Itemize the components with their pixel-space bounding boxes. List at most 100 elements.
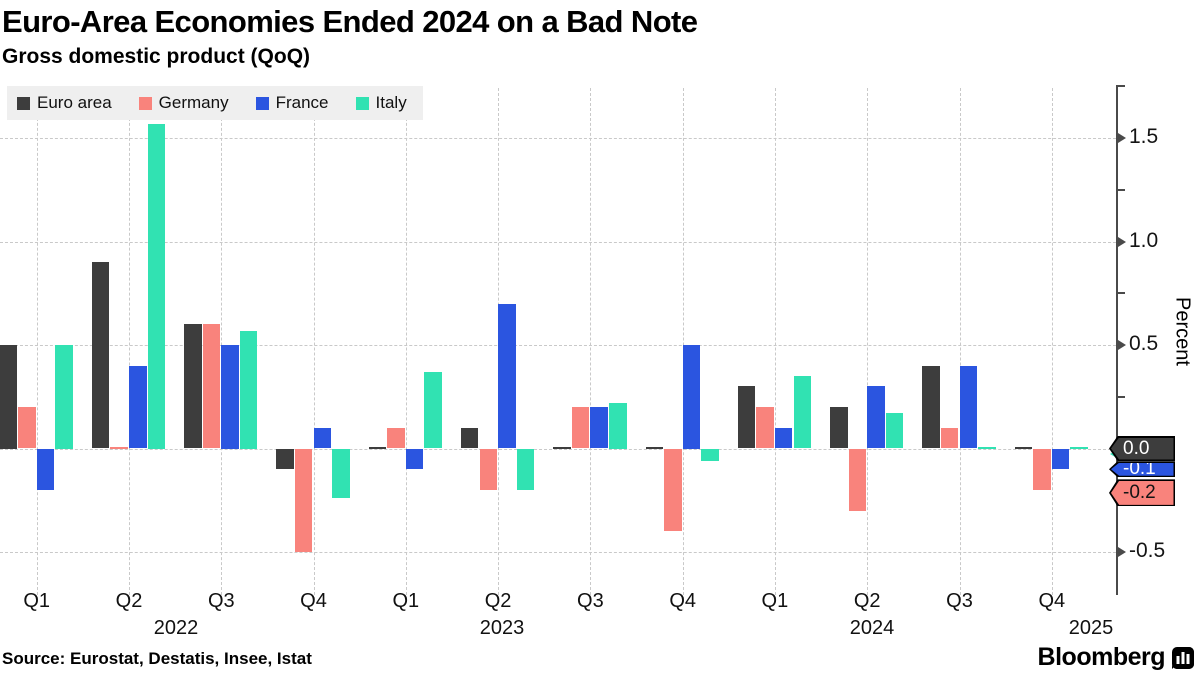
bar-france-q1-2023 [405, 448, 424, 470]
vertical-gridline [405, 88, 407, 600]
y-axis-title: Percent [1171, 297, 1194, 366]
legend-swatch-icon [255, 96, 269, 110]
source-note: Source: Eurostat, Destatis, Insee, Istat [2, 649, 312, 668]
bar-euro-area-q1-2024 [737, 386, 756, 449]
vertical-gridline [682, 88, 684, 600]
value-callout-0_0: 0.0 [1109, 436, 1175, 461]
value-callout-text: 0.0 [1111, 437, 1174, 460]
vertical-gridline [774, 88, 776, 600]
y-axis-minor-tick [1118, 395, 1125, 398]
bar-euro-area-q1-2023 [368, 446, 387, 449]
bar-euro-area-q1-2022 [0, 345, 18, 449]
bar-euro-area-q4-2024 [1014, 446, 1033, 449]
legend-label: Italy [375, 93, 407, 112]
bar-germany-q3-2022 [202, 324, 221, 449]
vertical-gridline [959, 88, 961, 600]
y-axis-minor-tick [1118, 188, 1125, 191]
y-axis-spine [1116, 85, 1118, 595]
bar-germany-q2-2023 [479, 448, 498, 490]
y-axis-major-tick [1118, 547, 1126, 557]
bar-germany-q4-2023 [664, 448, 682, 532]
bar-france-q1-2022 [36, 448, 55, 490]
bar-germany-q1-2023 [387, 427, 405, 449]
bar-italy-q2-2023 [516, 448, 535, 490]
bloomberg-logo: Bloomberg [1038, 643, 1194, 672]
bar-france-q4-2022 [313, 427, 332, 449]
bar-italy-q3-2022 [239, 330, 258, 449]
bar-italy-q1-2022 [55, 345, 73, 449]
value-callout-text: -0.2 [1111, 480, 1174, 505]
vertical-gridline [1051, 88, 1053, 600]
vertical-gridline [590, 88, 592, 600]
legend-item-germany: Germany [138, 93, 229, 113]
x-axis-year-2022: 2022 [153, 617, 199, 639]
x-axis-label-q3-2024: Q3 [946, 590, 973, 612]
bar-euro-area-q4-2022 [276, 448, 294, 470]
bar-france-q4-2024 [1051, 448, 1070, 470]
bar-france-q2-2022 [129, 365, 147, 449]
x-axis-label-q4-2024: Q4 [1038, 590, 1066, 612]
bar-france-q1-2024 [774, 427, 793, 449]
legend: Euro area Germany France Italy [7, 86, 423, 120]
bar-france-q3-2022 [221, 345, 239, 449]
bar-france-q3-2024 [959, 365, 978, 449]
x-axis-year-2023: 2023 [479, 617, 525, 639]
y-axis-tick-label: 0.5 [1129, 332, 1159, 355]
bar-italy-q1-2023 [424, 371, 442, 449]
value-callout-text: -0.1 [1111, 462, 1174, 476]
x-axis-year-2024: 2024 [849, 617, 895, 639]
bar-italy-q4-2024 [1070, 446, 1088, 449]
bar-euro-area-q2-2022 [91, 262, 110, 449]
bar-euro-area-q2-2023 [460, 427, 479, 449]
x-axis-label-q4-2023: Q4 [669, 590, 697, 612]
y-axis-major-tick [1118, 340, 1126, 350]
x-axis-label-q1-2024: Q1 [761, 590, 789, 612]
bar-france-q3-2023 [590, 407, 608, 449]
horizontal-gridline [0, 345, 1116, 346]
page-title: Euro-Area Economies Ended 2024 on a Bad … [2, 4, 698, 39]
legend-label: Germany [158, 93, 229, 112]
chart-subtitle: Gross domestic product (QoQ) [2, 45, 311, 68]
bar-euro-area-q3-2022 [184, 324, 202, 449]
x-axis-year-2025: 2025 [1068, 617, 1114, 639]
legend-item-france: France [255, 93, 329, 113]
bar-italy-q4-2022 [332, 448, 350, 499]
horizontal-gridline [0, 138, 1116, 139]
bar-france-q2-2024 [867, 386, 885, 449]
bar-euro-area-q2-2024 [830, 407, 848, 449]
y-axis-major-tick [1118, 236, 1126, 247]
y-axis-minor-tick [1118, 85, 1125, 88]
bar-italy-q2-2024 [885, 413, 904, 449]
bar-germany-q2-2024 [848, 448, 867, 511]
y-axis-major-tick [1118, 133, 1126, 143]
bar-euro-area-q3-2024 [922, 365, 940, 449]
value-callout--0_2: -0.2 [1109, 479, 1175, 507]
bar-euro-area-q4-2023 [645, 446, 664, 449]
bloomberg-wordmark: Bloomberg [1037, 643, 1166, 671]
bar-france-q4-2023 [682, 345, 701, 449]
y-axis-tick-label: 1.0 [1129, 228, 1159, 252]
vertical-gridline [36, 88, 38, 600]
bar-germany-q1-2024 [756, 407, 774, 449]
value-callout--0_1: -0.1 [1109, 461, 1175, 478]
bar-france-q2-2023 [498, 303, 516, 449]
vertical-gridline [867, 88, 869, 600]
bar-germany-q1-2022 [18, 407, 36, 449]
bar-germany-q3-2024 [940, 427, 959, 449]
legend-swatch-icon [17, 96, 30, 110]
bar-italy-q1-2024 [793, 376, 812, 449]
bar-germany-q2-2022 [110, 446, 128, 449]
x-axis-label-q1-2023: Q1 [392, 590, 420, 612]
horizontal-gridline [0, 448, 1116, 450]
x-axis-label-q4-2022: Q4 [300, 590, 327, 612]
vertical-gridline [221, 88, 223, 600]
vertical-gridline [313, 88, 315, 600]
bar-germany-q4-2024 [1033, 448, 1051, 490]
x-axis-label-q2-2023: Q2 [484, 590, 512, 612]
x-axis-label-q2-2024: Q2 [853, 590, 881, 612]
legend-swatch-icon [138, 96, 152, 110]
bloomberg-icon [1172, 646, 1194, 669]
bar-italy-q3-2024 [978, 446, 996, 449]
